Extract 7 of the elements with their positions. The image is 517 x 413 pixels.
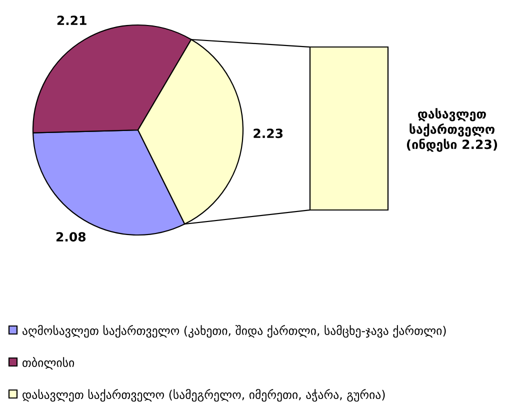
legend-label: აღმოსავლეთ საქართველო (კახეთი, შიდა ქართლი, სამცხე-ჯავა ქართლი) (22, 325, 446, 338)
data-label: 2.23 (254, 128, 283, 138)
legend-label: თბილისი (22, 357, 74, 370)
data-label: 2.08 (56, 232, 86, 242)
data-label: 2.21 (57, 16, 86, 25)
legend-label: დასავლეთ საქართველო (სამეგრელო, იმერეთი, აჭარა, გურია) (22, 389, 385, 402)
text: დასავლეთ საქართველო (ინდესი 2.23) (406, 108, 498, 152)
